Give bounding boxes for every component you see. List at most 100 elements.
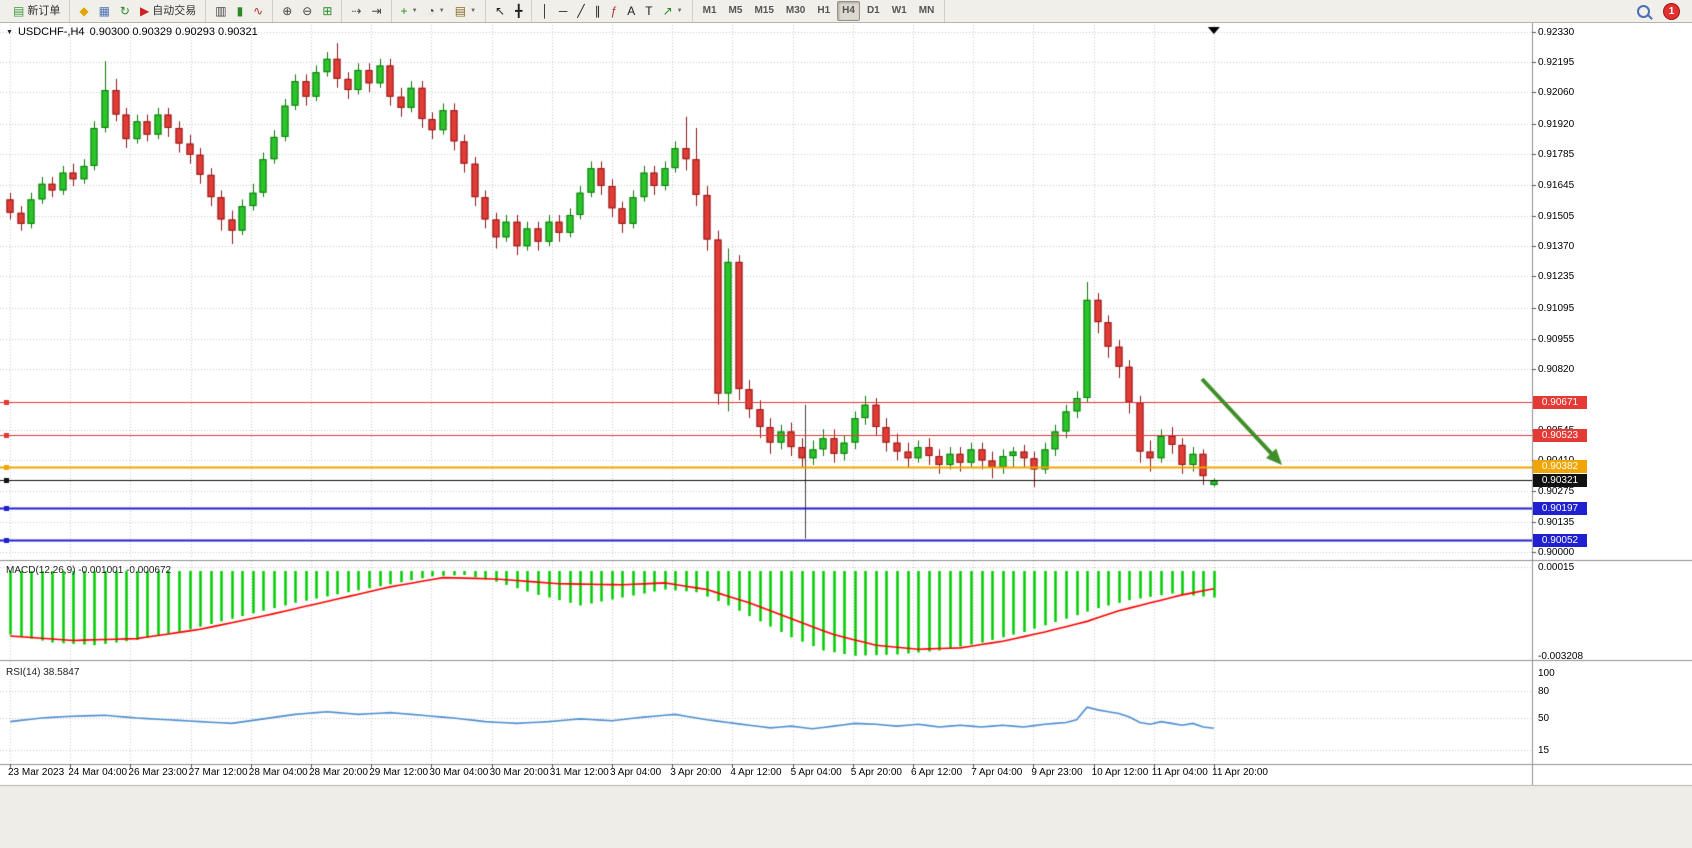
rsi-scale-label: 50	[1538, 713, 1550, 724]
timeframe-m30-button[interactable]: M30	[781, 1, 810, 21]
price-axis-label: 0.92195	[1538, 57, 1575, 69]
symbol-period-label: USDCHF-,H4	[17, 26, 85, 38]
auto-scroll-button[interactable]: ⇢	[347, 3, 365, 19]
timeframe-group: M1 M5 M15 M30 H1 H4 D1 W1 MN	[693, 0, 946, 22]
templates-icon: ▤	[454, 4, 467, 18]
button-label: M30	[785, 5, 806, 16]
time-axis-label: 10 Apr 12:00	[1091, 767, 1149, 778]
line-chart-button[interactable]: ∿	[249, 3, 267, 19]
zoom-in-button[interactable]: ⊕	[278, 3, 296, 19]
zoom-in-icon: ⊕	[282, 4, 293, 18]
chart-menu-marker-icon: ▼	[6, 28, 13, 36]
crosshair-icon: ╋	[515, 4, 523, 18]
bar-chart-button[interactable]: ▥	[211, 3, 230, 19]
time-axis-label: 4 Apr 12:00	[730, 767, 782, 778]
label-button[interactable]: T	[641, 3, 656, 19]
tile-windows-button[interactable]: ⊞	[318, 3, 336, 19]
price-axis-label: 0.90820	[1538, 363, 1575, 375]
timeframe-m5-button[interactable]: M5	[724, 1, 748, 21]
price-line-badge[interactable]: 0.90671	[1533, 395, 1587, 409]
ohlc-values: 0.90300 0.90329 0.90293 0.90321	[89, 26, 258, 38]
price-line-badge[interactable]: 0.90052	[1533, 533, 1587, 547]
toolbar-right: 1	[1632, 2, 1688, 20]
cursor-button[interactable]: ↖	[491, 3, 509, 19]
price-line-badge[interactable]: 0.90321	[1533, 473, 1587, 487]
price-axis-label: 0.90955	[1538, 333, 1575, 345]
vertical-line-icon: │	[541, 4, 549, 18]
time-axis-label: 5 Apr 20:00	[850, 767, 902, 778]
label-icon: T	[645, 4, 653, 18]
timeframe-h1-button[interactable]: H1	[812, 1, 835, 21]
horizontal-line-button[interactable]: ─	[555, 3, 572, 19]
chart-title: ▼ USDCHF-,H4 0.90300 0.90329 0.90293 0.9…	[6, 26, 258, 38]
time-axis-label: 26 Mar 23:00	[128, 767, 188, 778]
macd-values: -0.001001 -0.000672	[78, 565, 172, 576]
time-axis-label: 9 Apr 23:00	[1031, 767, 1083, 778]
button-label: M5	[728, 5, 743, 16]
timeframe-mn-button[interactable]: MN	[914, 1, 940, 21]
zoom-out-icon: ⊖	[302, 4, 313, 18]
indicators-icon: +	[400, 4, 408, 18]
search-button[interactable]	[1633, 3, 1654, 20]
zoom-out-button[interactable]: ⊖	[298, 3, 316, 19]
price-line-badge[interactable]: 0.90197	[1533, 501, 1587, 515]
price-axis-label: 0.92330	[1538, 27, 1575, 38]
fibonacci-icon: ƒ	[610, 4, 618, 18]
price-axis-label: 0.90275	[1538, 485, 1575, 497]
price-axis-label: 0.91645	[1538, 179, 1575, 191]
time-axis-label: 5 Apr 04:00	[790, 767, 842, 778]
chevron-down-icon: ▼	[676, 8, 683, 14]
macd-scale-label: 0.00015	[1538, 562, 1575, 574]
horizontal-line-icon: ─	[558, 4, 568, 18]
button-label: H1	[817, 5, 831, 16]
price-chart-canvas[interactable]	[0, 23, 1692, 848]
candlestick-icon: ▮	[236, 4, 244, 18]
auto-scroll-icon: ⇢	[351, 4, 362, 18]
price-line-badge[interactable]: 0.90382	[1533, 460, 1587, 474]
arrows-button[interactable]: ↗ ▼	[659, 2, 687, 20]
button-label: D1	[866, 5, 880, 16]
time-axis-label: 30 Mar 04:00	[429, 767, 489, 778]
templates-button[interactable]: ▤ ▼	[451, 2, 480, 20]
crosshair-button[interactable]: ╋	[511, 3, 526, 19]
refresh-button[interactable]: ↻	[116, 3, 134, 19]
periods-button[interactable]: ◔ ▼	[424, 2, 449, 20]
timeframe-w1-button[interactable]: W1	[887, 1, 912, 21]
fibonacci-button[interactable]: ƒ	[607, 3, 622, 19]
channel-button[interactable]: ∥	[591, 3, 605, 19]
channel-icon: ∥	[594, 4, 601, 18]
time-axis-label: 27 Mar 12:00	[188, 767, 248, 778]
time-axis-label: 3 Apr 20:00	[670, 767, 722, 778]
price-axis-label: 0.91235	[1538, 271, 1575, 283]
notifications-badge[interactable]: 1	[1663, 2, 1680, 20]
new-order-button[interactable]: ▤ 新订单	[9, 2, 64, 20]
price-axis-label: 0.92060	[1538, 87, 1575, 99]
chart-shift-button[interactable]: ⇥	[367, 3, 385, 19]
indicators-button[interactable]: + ▼	[397, 2, 422, 20]
autotrading-icon: ▶	[139, 4, 150, 18]
time-axis-label: 28 Mar 20:00	[309, 767, 368, 778]
periods-icon: ◔	[427, 4, 435, 18]
timeframe-h4-button[interactable]: H4	[837, 1, 860, 21]
ea-wizard-button[interactable]: ◆	[75, 3, 92, 19]
trendline-button[interactable]: ╱	[573, 3, 588, 19]
toolbar-group: ◆ ▦ ↻ ▶ 自动交易	[70, 0, 207, 22]
cursor-icon: ↖	[495, 4, 506, 18]
profiles-button[interactable]: ▦	[95, 3, 114, 19]
arrows-icon: ↗	[662, 4, 673, 18]
timeframe-m1-button[interactable]: M1	[698, 1, 722, 21]
chevron-down-icon: ▼	[411, 8, 418, 14]
candlestick-button[interactable]: ▮	[233, 3, 248, 19]
timeframe-m15-button[interactable]: M15	[749, 1, 778, 21]
autotrading-button[interactable]: ▶ 自动交易	[136, 2, 200, 20]
time-axis-label: 11 Apr 04:00	[1151, 767, 1208, 778]
price-line-badge[interactable]: 0.90523	[1533, 428, 1587, 442]
button-label: 新订单	[27, 5, 61, 17]
timeframe-d1-button[interactable]: D1	[862, 1, 885, 21]
text-button[interactable]: A	[623, 3, 639, 19]
time-axis-label: 7 Apr 04:00	[971, 767, 1023, 778]
rsi-value: 38.5847	[43, 667, 80, 678]
time-axis-label: 11 Apr 20:00	[1212, 767, 1268, 778]
refresh-icon: ↻	[119, 4, 130, 18]
vertical-line-button[interactable]: │	[537, 3, 553, 19]
